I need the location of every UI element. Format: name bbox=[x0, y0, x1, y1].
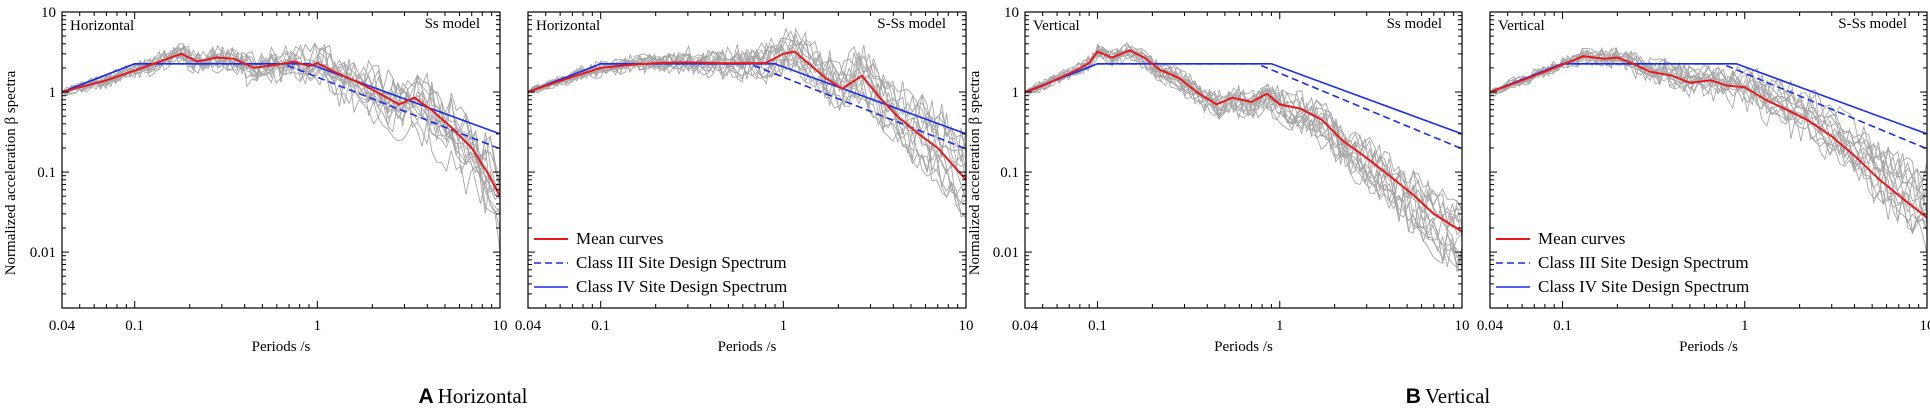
plot-frame bbox=[61, 11, 501, 309]
record-trace bbox=[1025, 46, 1462, 267]
y-tick-label: 10 bbox=[41, 5, 56, 21]
plot-area bbox=[528, 27, 966, 219]
x-tick-label: 1 bbox=[1741, 318, 1749, 334]
plot-area bbox=[1025, 42, 1462, 273]
x-tick-label: 0.04 bbox=[515, 318, 542, 334]
legend: Mean curves Class III Site Design Spectru… bbox=[1496, 229, 1749, 296]
panel-title-right: Ss model bbox=[425, 16, 480, 32]
panel-b-vertical-ss: 0.04 0.1 1 10 10 1 0.1 0.01 Periods /s Vertical Ss… bbox=[993, 5, 1470, 355]
plot-frame bbox=[527, 11, 967, 309]
plot-area bbox=[62, 41, 500, 252]
x-tick-label: 0.1 bbox=[125, 318, 144, 334]
record-trace bbox=[62, 52, 500, 230]
record-trace bbox=[1025, 45, 1462, 253]
x-tick-label: 1 bbox=[780, 318, 788, 334]
caption-b: B Vertical bbox=[1406, 384, 1491, 408]
panel-a-horizontal-ss: 0.04 0.1 1 10 10 1 0.1 0.01 Periods /s Horizontal… bbox=[30, 5, 508, 355]
x-tick-label: 0.04 bbox=[1477, 318, 1504, 334]
record-trace bbox=[1490, 53, 1927, 225]
record-trace bbox=[62, 43, 500, 191]
record-trace bbox=[1490, 51, 1927, 209]
panel-title-right: S-Ss model bbox=[1838, 16, 1907, 32]
legend-class3-label: Class III Site Design Spectrum bbox=[576, 253, 787, 272]
plot-frame bbox=[1024, 11, 1463, 309]
caption-b-letter: B bbox=[1406, 385, 1421, 408]
y-axis-label-a: Normalized acceleration β spectra bbox=[3, 70, 19, 275]
plot-area bbox=[1490, 46, 1927, 254]
caption-a: A Horizontal bbox=[419, 384, 528, 408]
record-trace bbox=[1025, 52, 1462, 269]
x-tick-label: 0.04 bbox=[1012, 318, 1039, 334]
x-tick-label: 10 bbox=[493, 318, 508, 334]
panel-a-horizontal-s-ss: 0.04 0.1 1 10 Periods /s Horizontal S-Ss model… bbox=[515, 11, 974, 355]
class4-design-spectrum-line bbox=[1025, 62, 1462, 135]
class4-design-spectrum-line bbox=[528, 62, 966, 135]
y-tick-label: 1 bbox=[1012, 85, 1020, 101]
caption-a-letter: A bbox=[419, 385, 434, 408]
y-tick-label: 0.1 bbox=[1000, 165, 1019, 181]
class4-design-spectrum-line bbox=[62, 62, 500, 135]
record-trace bbox=[1490, 46, 1927, 215]
x-tick-label: 0.1 bbox=[1088, 318, 1107, 334]
y-tick-label: 0.1 bbox=[37, 165, 56, 181]
record-trace bbox=[1490, 53, 1927, 224]
x-tick-label: 1 bbox=[314, 318, 322, 334]
caption-a-text: Horizontal bbox=[438, 384, 528, 408]
record-trace bbox=[1025, 42, 1462, 270]
record-trace bbox=[1025, 44, 1462, 267]
panel-title-right: S-Ss model bbox=[877, 16, 946, 32]
x-tick-label: 10 bbox=[1455, 318, 1470, 334]
y-tick-label: 1 bbox=[49, 85, 57, 101]
mean-curve-line bbox=[528, 50, 966, 181]
panel-title-right: Ss model bbox=[1387, 16, 1442, 32]
x-tick-label: 10 bbox=[1920, 318, 1930, 334]
record-trace bbox=[62, 46, 500, 214]
caption-b-text: Vertical bbox=[1425, 384, 1490, 408]
record-trace bbox=[62, 49, 500, 198]
record-trace bbox=[62, 41, 500, 191]
x-axis-label: Periods /s bbox=[1679, 339, 1738, 355]
legend-class4-label: Class IV Site Design Spectrum bbox=[576, 277, 787, 296]
legend-class4-label: Class IV Site Design Spectrum bbox=[1538, 277, 1749, 296]
record-trace bbox=[1025, 44, 1462, 273]
legend-mean-label: Mean curves bbox=[1538, 229, 1625, 248]
x-tick-label: 10 bbox=[959, 318, 974, 334]
x-axis-label: Periods /s bbox=[252, 339, 311, 355]
x-tick-label: 1 bbox=[1276, 318, 1284, 334]
mean-curve-line bbox=[1025, 49, 1462, 233]
legend-mean-label: Mean curves bbox=[576, 229, 663, 248]
mean-curve-line bbox=[62, 52, 500, 197]
panel-title-left: Horizontal bbox=[536, 18, 600, 34]
record-trace bbox=[1490, 48, 1927, 234]
panel-title-left: Horizontal bbox=[70, 18, 134, 34]
panel-b-vertical-s-ss: 0.04 0.1 1 10 Periods /s Vertical S-Ss model Me… bbox=[1477, 11, 1930, 355]
x-tick-label: 0.04 bbox=[49, 318, 76, 334]
record-trace bbox=[1025, 48, 1462, 269]
y-tick-label: 10 bbox=[1004, 5, 1019, 21]
record-trace bbox=[528, 39, 966, 160]
plot-frame bbox=[1489, 11, 1928, 309]
x-axis-label: Periods /s bbox=[718, 339, 777, 355]
y-axis-label-b: Normalized acceleration β spectra bbox=[967, 70, 983, 275]
y-tick-label: 0.01 bbox=[993, 245, 1019, 261]
panel-title-left: Vertical bbox=[1498, 18, 1545, 34]
record-trace bbox=[528, 55, 966, 219]
legend-class3-label: Class III Site Design Spectrum bbox=[1538, 253, 1749, 272]
record-trace bbox=[528, 27, 966, 163]
record-trace bbox=[1025, 42, 1462, 223]
record-trace bbox=[1025, 47, 1462, 238]
x-tick-label: 0.1 bbox=[591, 318, 610, 334]
y-tick-label: 0.01 bbox=[30, 245, 56, 261]
x-axis-label: Periods /s bbox=[1214, 339, 1273, 355]
panel-title-left: Vertical bbox=[1033, 18, 1080, 34]
x-tick-label: 0.1 bbox=[1553, 318, 1572, 334]
mean-curve-line bbox=[1490, 55, 1927, 219]
legend: Mean curves Class III Site Design Spectru… bbox=[534, 229, 787, 296]
